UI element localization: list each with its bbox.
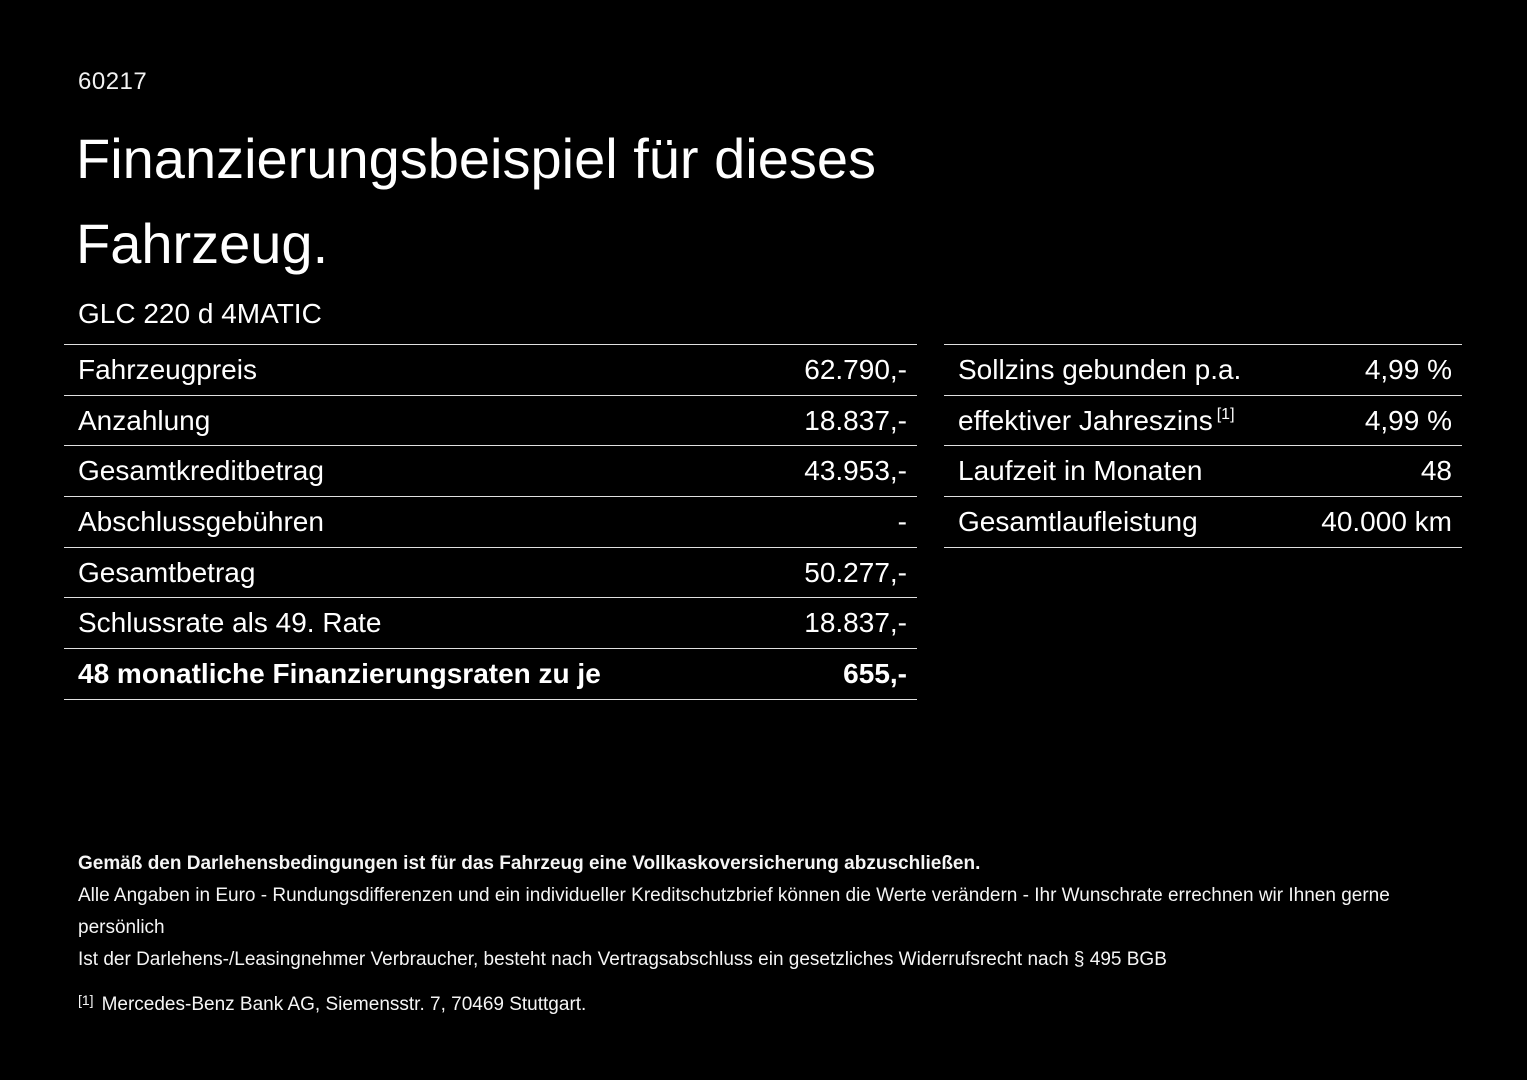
row-label: Schlussrate als 49. Rate bbox=[78, 607, 382, 639]
legal-footer: Gemäß den Darlehensbedingungen ist für d… bbox=[78, 848, 1458, 1021]
row-value: 62.790,- bbox=[804, 353, 907, 385]
row-value: 50.277,- bbox=[804, 556, 907, 588]
row-label: Anzahlung bbox=[78, 404, 211, 436]
table-row: Gesamtlaufleistung 40.000 km bbox=[944, 497, 1462, 548]
conditions-table: Sollzins gebunden p.a. 4,99 % effektiver… bbox=[944, 344, 1462, 548]
row-value: 4,99 % bbox=[1364, 404, 1452, 436]
footnote-1-marker: [1] bbox=[78, 992, 94, 1008]
row-label: effektiver Jahreszins [1] bbox=[944, 405, 1235, 437]
row-label: Abschlussgebühren bbox=[78, 505, 324, 537]
vehicle-name: GLC 220 d 4MATIC bbox=[78, 298, 322, 329]
row-value: 43.953,- bbox=[804, 455, 907, 487]
row-value: - bbox=[897, 505, 907, 537]
withdrawal-note: Ist der Darlehens-/Leasingnehmer Verbrau… bbox=[78, 949, 1167, 970]
table-row: Anzahlung 18.837,- bbox=[64, 396, 917, 447]
row-value: 655,- bbox=[843, 657, 907, 689]
row-label: Gesamtlaufleistung bbox=[958, 505, 1198, 537]
table-row: Laufzeit in Monaten 48 bbox=[944, 446, 1462, 498]
row-value: 18.837,- bbox=[804, 607, 907, 639]
row-label: Laufzeit in Monaten bbox=[958, 455, 1203, 487]
table-row: Sollzins gebunden p.a. 4,99 % bbox=[944, 345, 1462, 396]
row-label: Gesamtbetrag bbox=[78, 556, 256, 588]
row-label-text: effektiver Jahreszins bbox=[958, 404, 1213, 436]
document-id: 60217 bbox=[78, 68, 148, 95]
page-title: Finanzierungsbeispiel für dieses Fahrzeu… bbox=[76, 116, 876, 286]
table-row: Gesamtbetrag 50.277,- bbox=[64, 548, 917, 599]
footnote-reference: [1] bbox=[1216, 406, 1235, 424]
row-value: 4,99 % bbox=[1364, 353, 1452, 385]
page-title-line2: Fahrzeug. bbox=[76, 212, 329, 275]
row-value: 48 bbox=[1420, 455, 1452, 487]
row-value: 40.000 km bbox=[1321, 505, 1452, 537]
footnote-1: [1] Mercedes-Benz Bank AG, Siemensstr. 7,… bbox=[78, 984, 1458, 1021]
row-label: Sollzins gebunden p.a. bbox=[958, 353, 1242, 385]
table-row: Abschlussgebühren - bbox=[64, 497, 917, 548]
row-label: 48 monatliche Finanzierungsraten zu je bbox=[78, 657, 601, 689]
row-label: Fahrzeugpreis bbox=[78, 353, 257, 385]
table-row: effektiver Jahreszins [1] 4,99 % bbox=[944, 396, 1462, 447]
row-label: Gesamtkreditbetrag bbox=[78, 455, 324, 487]
table-row: Fahrzeugpreis 62.790,- bbox=[64, 345, 917, 396]
table-row: Schlussrate als 49. Rate 18.837,- bbox=[64, 598, 917, 650]
table-row-monthly-rate: 48 monatliche Finanzierungsraten zu je 6… bbox=[64, 649, 917, 700]
footnote-1-text: Mercedes-Benz Bank AG, Siemensstr. 7, 70… bbox=[101, 994, 587, 1015]
euro-note: Alle Angaben in Euro - Rundungsdifferenz… bbox=[78, 885, 1390, 938]
page-title-line1: Finanzierungsbeispiel für dieses bbox=[76, 127, 876, 190]
table-row: Gesamtkreditbetrag 43.953,- bbox=[64, 446, 917, 498]
financing-details-table: Fahrzeugpreis 62.790,- Anzahlung 18.837,… bbox=[64, 344, 917, 700]
row-value: 18.837,- bbox=[804, 404, 907, 436]
insurance-note: Gemäß den Darlehensbedingungen ist für d… bbox=[78, 853, 981, 874]
